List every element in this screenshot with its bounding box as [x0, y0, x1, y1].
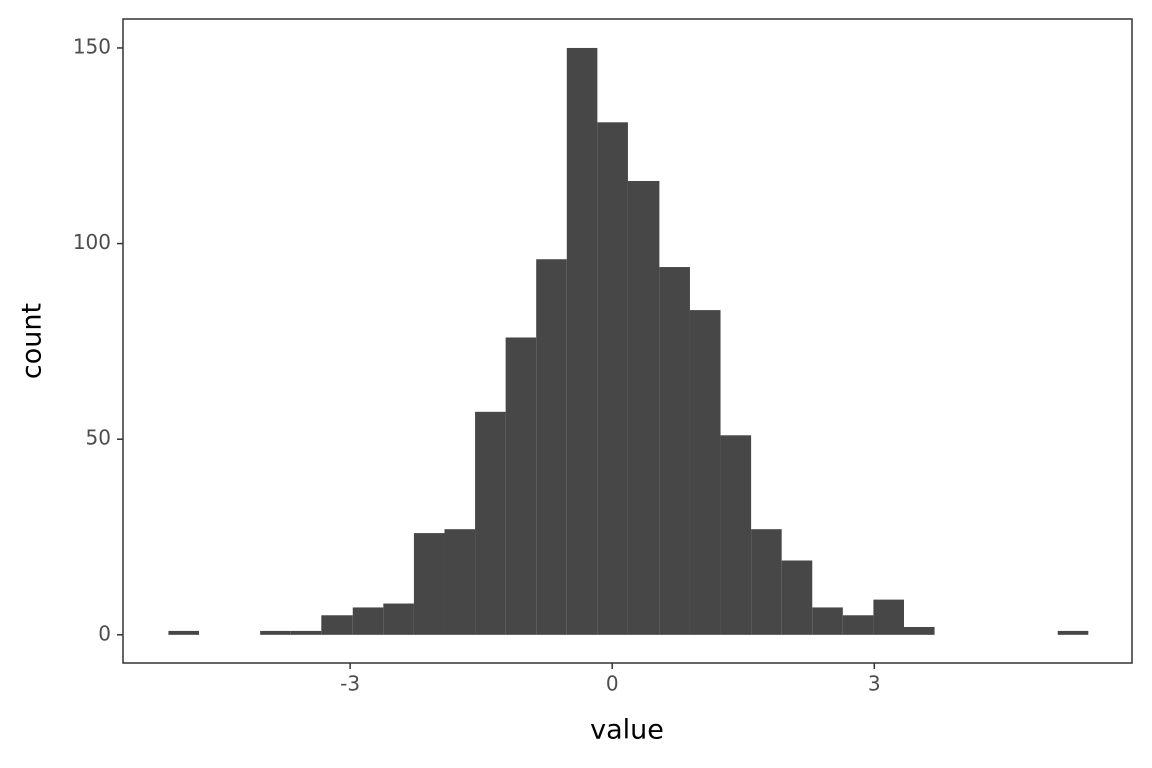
- bar: [720, 435, 752, 635]
- y-axis-title: count: [17, 303, 48, 379]
- bar: [751, 529, 782, 635]
- bar: [812, 607, 843, 635]
- bar: [444, 529, 476, 635]
- bar: [536, 259, 567, 635]
- bar: [566, 47, 598, 635]
- bar: [1057, 630, 1089, 635]
- bar: [383, 603, 414, 635]
- y-tick-label: 50: [86, 426, 111, 450]
- bar: [413, 533, 445, 635]
- x-tick-label: 3: [868, 672, 881, 696]
- y-tick-label: 0: [98, 621, 111, 645]
- y-tick-label: 150: [73, 34, 111, 58]
- bar: [659, 267, 690, 635]
- x-tick-label: 0: [606, 672, 619, 696]
- bar: [505, 337, 537, 635]
- y-tick-label: 100: [73, 230, 111, 254]
- bar: [842, 615, 874, 635]
- x-tick-label: -3: [340, 672, 360, 696]
- bar: [352, 607, 384, 635]
- bar: [689, 310, 721, 635]
- bar: [260, 630, 291, 635]
- bar: [873, 599, 904, 635]
- bar: [321, 615, 353, 635]
- bar: [627, 180, 660, 635]
- x-axis-title: value: [590, 715, 664, 746]
- bar: [597, 122, 628, 635]
- bar: [903, 627, 935, 635]
- bar: [475, 411, 506, 635]
- bar: [168, 630, 200, 635]
- bar: [781, 560, 813, 635]
- panel-border: [122, 18, 1133, 664]
- bar: [290, 630, 322, 635]
